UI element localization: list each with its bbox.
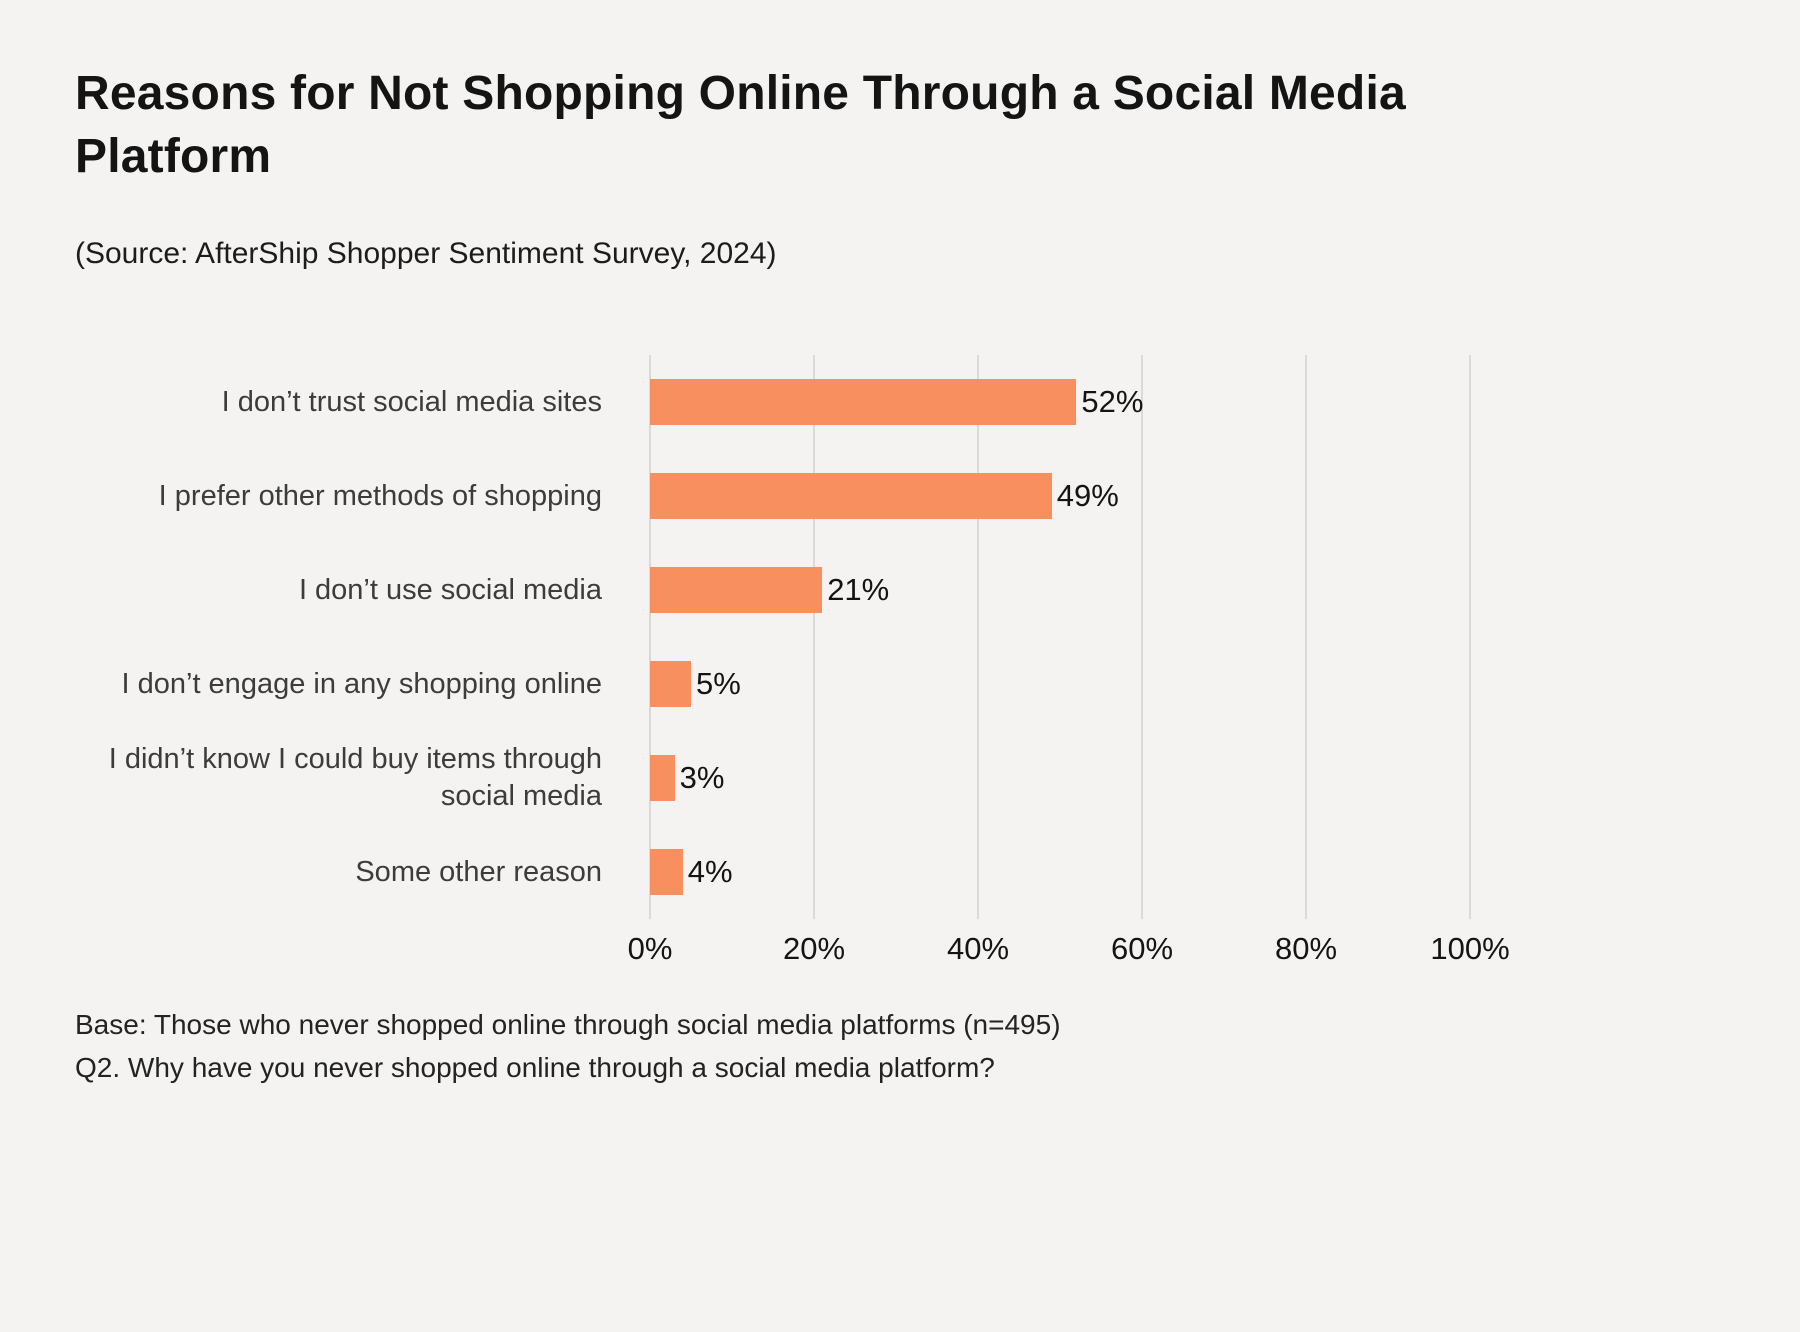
category-label: I prefer other methods of shopping xyxy=(158,479,602,512)
bar-track: 49% xyxy=(650,449,1470,543)
x-axis-tick: 80% xyxy=(1274,930,1338,966)
chart-row: I don’t engage in any shopping online 5% xyxy=(75,637,1470,731)
bar xyxy=(650,754,675,801)
bar-value-label: 49% xyxy=(1056,477,1119,513)
bar xyxy=(650,566,823,613)
chart-row: I don’t trust social media sites 52% xyxy=(75,355,1470,449)
chart-footnotes: Base: Those who never shopped online thr… xyxy=(75,1003,1725,1090)
chart-rows: I don’t trust social media sites 52% I pre… xyxy=(75,355,1470,919)
chart-title: Reasons for Not Shopping Online Through … xyxy=(75,67,1406,184)
bar-value-label: 5% xyxy=(696,665,741,701)
x-axis-tick: 40% xyxy=(946,930,1010,966)
chart-row: I don’t use social media 21% xyxy=(75,543,1470,637)
base-note: Base: Those who never shopped online thr… xyxy=(75,1008,1061,1040)
x-axis-tick: 20% xyxy=(782,930,846,966)
bar-value-label: 21% xyxy=(827,571,890,607)
bar-track: 3% xyxy=(650,731,1470,825)
x-axis-tick: 0% xyxy=(627,930,673,966)
question-note: Q2. Why have you never shopped online th… xyxy=(75,1052,995,1084)
x-axis-tick: 100% xyxy=(1430,930,1510,966)
category-label: I don’t trust social media sites xyxy=(221,385,602,418)
chart-row: I didn’t know I could buy items through … xyxy=(75,731,1470,825)
bar xyxy=(650,660,691,707)
x-axis-tick: 60% xyxy=(1110,930,1174,966)
bar-value-label: 52% xyxy=(1081,383,1144,419)
bar-value-label: 3% xyxy=(679,759,725,795)
bar-value-label: 4% xyxy=(687,853,733,889)
bar xyxy=(650,378,1077,425)
bar-track: 21% xyxy=(650,543,1470,637)
bar xyxy=(650,848,683,895)
category-label: I don’t engage in any shopping online xyxy=(121,667,603,700)
bar-track: 52% xyxy=(650,355,1470,449)
bar xyxy=(650,472,1052,519)
chart-source: (Source: AfterShip Shopper Sentiment Sur… xyxy=(75,236,777,270)
chart-row: Some other reason 4% xyxy=(75,825,1470,919)
bar-chart: I don’t trust social media sites 52% I pre… xyxy=(75,354,1510,977)
category-label: I didn’t know I could buy items through … xyxy=(108,743,602,812)
bar-track: 4% xyxy=(650,825,1470,919)
category-label: Some other reason xyxy=(355,855,602,888)
bar-track: 5% xyxy=(650,637,1470,731)
category-label: I don’t use social media xyxy=(298,573,602,606)
chart-row: I prefer other methods of shopping 49% xyxy=(75,449,1470,543)
axis-ticks: 0% 20% 40% 60% 80% 100% xyxy=(628,919,1510,977)
